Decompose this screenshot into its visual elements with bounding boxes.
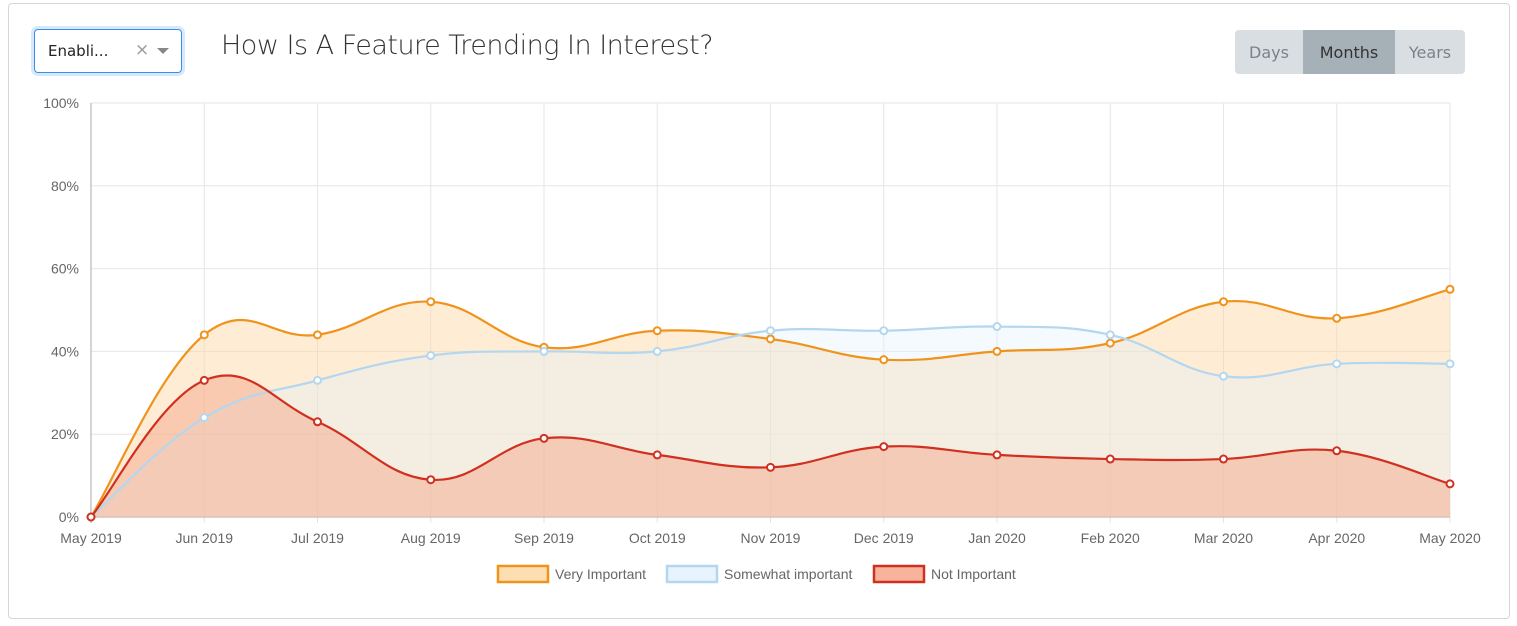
data-point xyxy=(992,450,1002,460)
data-point xyxy=(1105,454,1115,464)
x-tick-label: Jun 2019 xyxy=(175,530,233,546)
x-tick-label: Aug 2019 xyxy=(401,530,461,546)
data-point xyxy=(313,417,322,427)
data-point xyxy=(1445,479,1455,489)
legend-label: Very Important xyxy=(555,566,646,582)
data-point xyxy=(199,330,209,340)
data-point xyxy=(1105,330,1115,340)
legend-swatch xyxy=(496,564,550,584)
data-point xyxy=(879,355,889,365)
chart-card xyxy=(8,3,1510,619)
data-point xyxy=(539,433,549,443)
y-tick-label: 80% xyxy=(51,178,79,194)
data-point xyxy=(766,334,775,344)
x-tick-label: Jan 2020 xyxy=(968,530,1026,546)
data-point xyxy=(992,322,1002,332)
chevron-down-icon[interactable] xyxy=(157,48,169,54)
data-point xyxy=(86,512,96,522)
x-tick-label: Jul 2019 xyxy=(291,530,344,546)
data-point xyxy=(652,326,662,336)
y-tick-label: 60% xyxy=(51,261,79,277)
series-area-1 xyxy=(91,326,1450,517)
data-point xyxy=(1219,454,1228,464)
range-days-button[interactable]: Days xyxy=(1249,42,1289,62)
range-toggle: Days Months Years xyxy=(1235,30,1465,74)
data-point xyxy=(199,413,209,423)
data-point xyxy=(1445,359,1455,369)
x-tick-label: Mar 2020 xyxy=(1194,530,1253,546)
page-title: How Is A Feature Trending In Interest? xyxy=(221,30,714,61)
feature-select[interactable]: Enabli... × xyxy=(34,29,182,73)
legend-swatch xyxy=(665,564,719,584)
data-point xyxy=(1332,359,1342,369)
data-point xyxy=(1332,313,1342,323)
data-point xyxy=(1332,446,1342,456)
y-tick-label: 40% xyxy=(51,343,79,359)
legend-swatch xyxy=(872,564,926,584)
data-point xyxy=(1105,338,1115,348)
x-tick-label: Nov 2019 xyxy=(741,530,801,546)
data-point xyxy=(652,450,662,460)
legend-label: Not Important xyxy=(931,566,1016,582)
data-point xyxy=(199,375,209,385)
legend-label: Somewhat important xyxy=(724,566,853,582)
data-point xyxy=(992,346,1002,356)
data-point xyxy=(313,375,322,385)
range-months-button[interactable]: Months xyxy=(1303,30,1395,74)
x-tick-label: Apr 2020 xyxy=(1308,530,1365,546)
data-point xyxy=(539,346,549,356)
feature-select-value: Enabli... xyxy=(48,42,109,60)
data-point xyxy=(1219,297,1228,307)
data-point xyxy=(426,351,436,361)
data-point xyxy=(1445,284,1455,294)
x-tick-label: May 2020 xyxy=(1419,530,1481,546)
x-tick-label: Feb 2020 xyxy=(1081,530,1140,546)
y-tick-label: 0% xyxy=(59,509,79,525)
data-point xyxy=(426,475,436,485)
range-years-button[interactable]: Years xyxy=(1408,42,1452,62)
data-point xyxy=(879,326,889,336)
data-point xyxy=(766,462,775,472)
x-tick-label: Oct 2019 xyxy=(629,530,686,546)
data-point xyxy=(652,346,662,356)
data-point xyxy=(426,297,436,307)
data-point xyxy=(766,326,775,336)
clear-icon[interactable]: × xyxy=(135,40,150,60)
x-tick-label: Dec 2019 xyxy=(854,530,914,546)
x-tick-label: May 2019 xyxy=(60,530,122,546)
data-point xyxy=(879,442,889,452)
data-point xyxy=(1219,371,1228,381)
x-tick-label: Sep 2019 xyxy=(514,530,574,546)
data-point xyxy=(313,330,322,340)
y-tick-label: 100% xyxy=(43,95,79,111)
y-tick-label: 20% xyxy=(51,426,79,442)
